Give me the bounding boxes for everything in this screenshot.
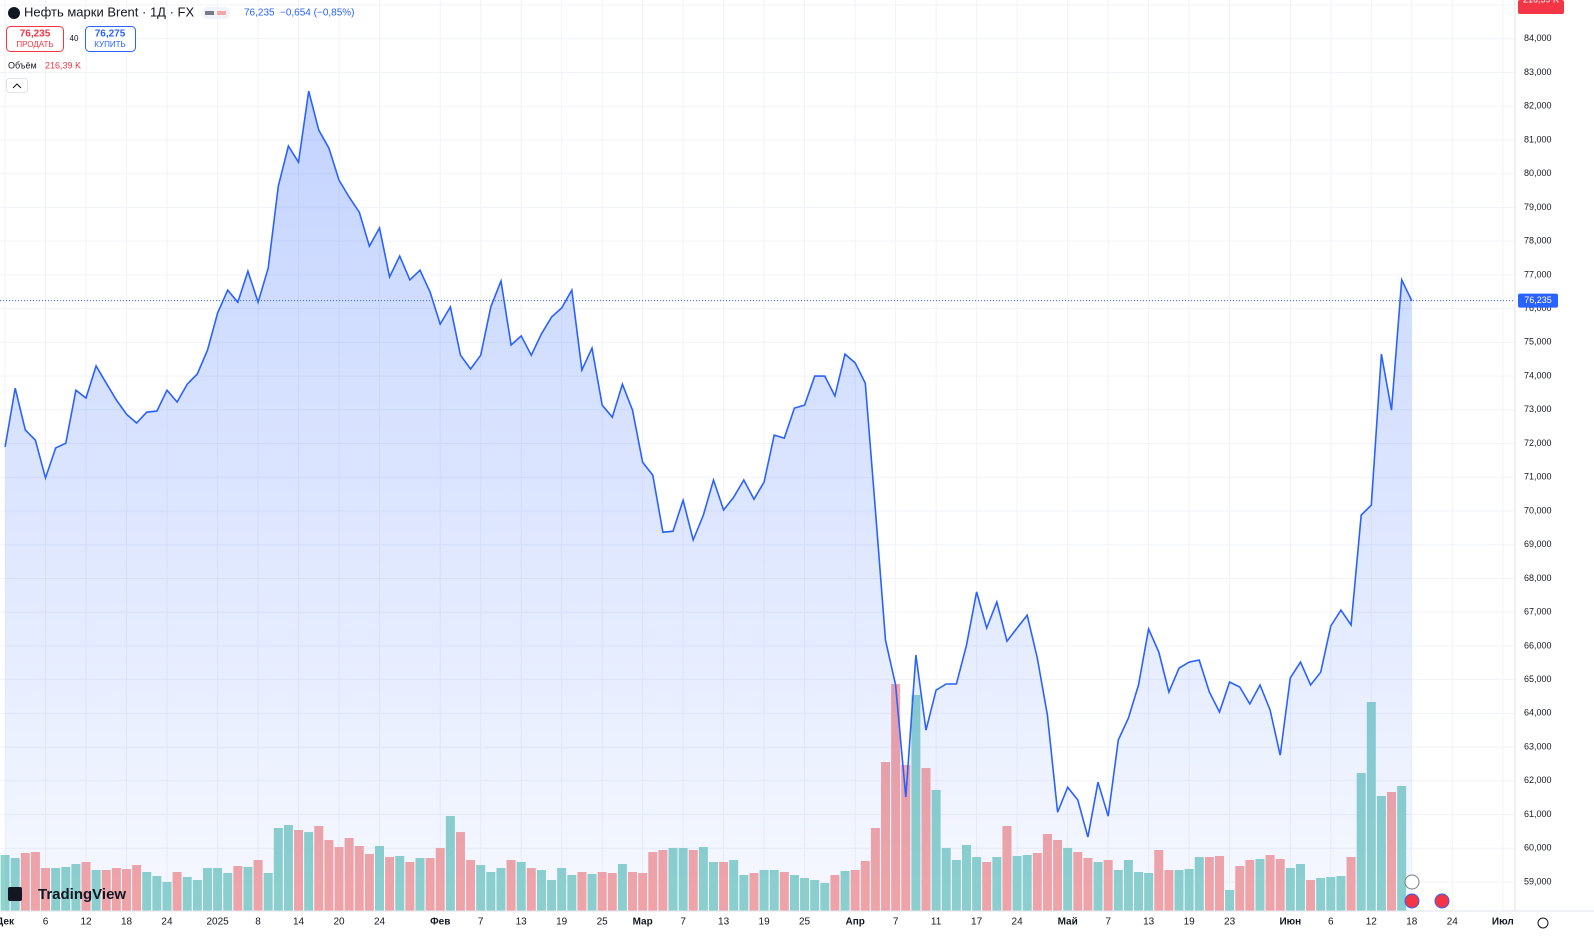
x-tick-label: 6 bbox=[43, 917, 49, 928]
last-price-box bbox=[1518, 293, 1558, 308]
sell-button[interactable] bbox=[6, 26, 64, 52]
x-tick-label: 24 bbox=[161, 917, 173, 928]
x-tick-label: 18 bbox=[1406, 917, 1418, 928]
y-tick-label: 81,000 bbox=[1524, 134, 1552, 144]
y-tick-label: 83,000 bbox=[1524, 67, 1552, 77]
symbol-icon bbox=[8, 7, 20, 19]
event-icon[interactable] bbox=[1404, 874, 1420, 890]
quote: 76,235 bbox=[244, 8, 275, 19]
y-tick-label: 60,000 bbox=[1524, 843, 1552, 853]
x-tick-label: Май bbox=[1058, 917, 1078, 928]
brand-logo bbox=[8, 887, 22, 901]
x-tick-label: 20 bbox=[333, 917, 345, 928]
x-tick-label: Мар bbox=[633, 917, 653, 928]
y-tick-label: 82,000 bbox=[1524, 101, 1552, 111]
y-tick-label: 65,000 bbox=[1524, 674, 1552, 684]
y-tick-label: 74,000 bbox=[1524, 370, 1552, 380]
x-tick-label: 23 bbox=[1224, 917, 1236, 928]
y-tick-label: 75,000 bbox=[1524, 337, 1552, 347]
brand: TradingView bbox=[38, 886, 126, 903]
x-tick-label: 17 bbox=[971, 917, 983, 928]
status-pill[interactable] bbox=[202, 7, 230, 19]
x-tick-label: 25 bbox=[597, 917, 609, 928]
y-tick-label: 72,000 bbox=[1524, 438, 1552, 448]
last-price-label: 76,235 bbox=[1524, 295, 1552, 305]
volume-value: 216,39 K bbox=[45, 60, 81, 70]
x-tick-label: Июл bbox=[1492, 917, 1514, 928]
x-tick-label: 14 bbox=[293, 917, 305, 928]
buy-button[interactable] bbox=[85, 26, 136, 52]
y-tick-label: 63,000 bbox=[1524, 741, 1552, 751]
volume-bar bbox=[0, 855, 10, 911]
x-tick-label: 25 bbox=[799, 917, 811, 928]
sell-label: ПРОДАТЬ bbox=[16, 40, 53, 49]
x-tick-label: 13 bbox=[516, 917, 528, 928]
y-tick-label: 68,000 bbox=[1524, 573, 1552, 583]
sell-price: 76,235 bbox=[20, 29, 51, 40]
price-area bbox=[5, 91, 1412, 912]
y-tick-label: 64,000 bbox=[1524, 708, 1552, 718]
x-tick-label: Фев bbox=[430, 917, 450, 928]
x-tick-label: 13 bbox=[718, 917, 730, 928]
event-flag[interactable] bbox=[1434, 893, 1450, 909]
status-icon bbox=[205, 11, 214, 15]
last-volume-box bbox=[1518, 0, 1564, 14]
x-tick-label: 18 bbox=[121, 917, 133, 928]
x-tick-label: 19 bbox=[759, 917, 771, 928]
x-tick-label: 6 bbox=[1328, 917, 1334, 928]
x-tick-label: 2025 bbox=[206, 917, 229, 928]
y-tick-label: 66,000 bbox=[1524, 640, 1552, 650]
price-line bbox=[4, 90, 1413, 838]
spread: 40 bbox=[70, 34, 79, 43]
x-tick-label: 24 bbox=[1447, 917, 1459, 928]
x-tick-label: 11 bbox=[931, 917, 942, 928]
y-tick-label: 59,000 bbox=[1524, 876, 1552, 886]
y-tick-label: 70,000 bbox=[1524, 505, 1552, 515]
y-tick-label: 78,000 bbox=[1524, 236, 1552, 246]
x-tick-label: 7 bbox=[893, 917, 899, 928]
volume-title: Объём bbox=[8, 60, 37, 70]
y-tick-label: 80,000 bbox=[1524, 168, 1552, 178]
y-tick-label: 77,000 bbox=[1524, 269, 1552, 279]
x-tick-label: 8 bbox=[255, 917, 261, 928]
x-tick-label: Июн bbox=[1279, 917, 1301, 928]
buy-label: КУПИТЬ bbox=[94, 40, 125, 49]
y-tick-label: 67,000 bbox=[1524, 607, 1552, 617]
x-tick-label: 24 bbox=[1012, 917, 1024, 928]
y-tick-label: 62,000 bbox=[1524, 775, 1552, 785]
x-tick-label: Дек bbox=[0, 917, 15, 928]
quote-change: −0,654 (−0,85%) bbox=[280, 8, 355, 19]
status-icon bbox=[217, 11, 226, 15]
y-tick-label: 71,000 bbox=[1524, 472, 1552, 482]
collapse-button[interactable] bbox=[6, 78, 28, 93]
x-tick-label: 7 bbox=[680, 917, 686, 928]
event-flag[interactable] bbox=[1404, 893, 1420, 909]
y-tick-label: 61,000 bbox=[1524, 809, 1552, 819]
last-volume-label: 216,39 K bbox=[1523, 0, 1559, 4]
x-tick-label: Апр bbox=[845, 917, 864, 928]
y-tick-label: 84,000 bbox=[1524, 33, 1552, 43]
collapse-icon bbox=[12, 83, 22, 89]
y-tick-label: 69,000 bbox=[1524, 539, 1552, 549]
buy-price: 76,275 bbox=[95, 29, 126, 40]
y-tick-label: 79,000 bbox=[1524, 202, 1552, 212]
y-tick-label: 73,000 bbox=[1524, 404, 1552, 414]
x-tick-label: 13 bbox=[1143, 917, 1155, 928]
symbol-title[interactable]: Нефть марки Brent · 1Д · FX bbox=[24, 4, 194, 19]
x-tick-label: 19 bbox=[1184, 917, 1196, 928]
x-tick-label: 19 bbox=[556, 917, 568, 928]
x-tick-label: 7 bbox=[478, 917, 484, 928]
x-tick-label: 7 bbox=[1105, 917, 1111, 928]
x-tick-label: 12 bbox=[80, 917, 92, 928]
x-tick-label: 12 bbox=[1366, 917, 1378, 928]
y-tick-label: 76,000 bbox=[1524, 303, 1552, 313]
x-tick-label: 24 bbox=[374, 917, 386, 928]
settings-icon[interactable] bbox=[1537, 917, 1549, 929]
